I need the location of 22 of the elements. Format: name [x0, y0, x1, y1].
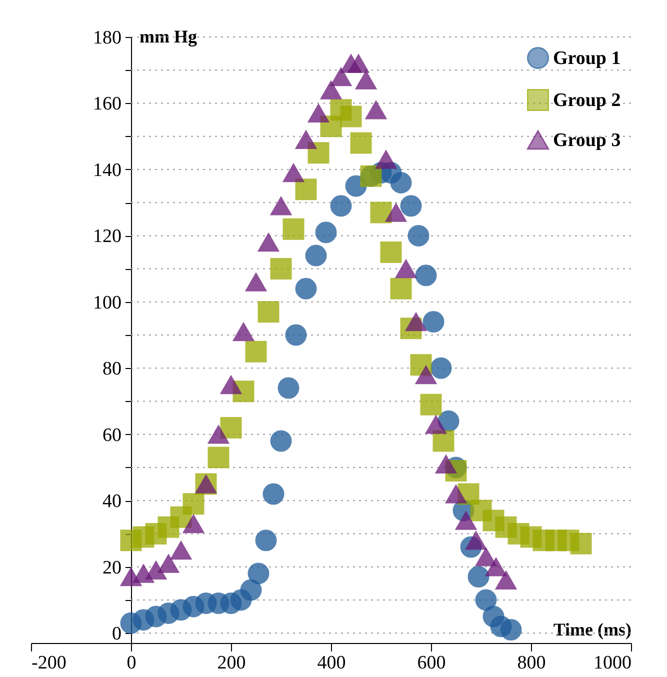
- y-tick-label: 120: [93, 226, 122, 248]
- legend-label: Group 1: [553, 48, 621, 69]
- x-tick-label: -200: [32, 652, 66, 674]
- x-tick-label: 600: [417, 652, 446, 674]
- y-tick-label: 140: [93, 160, 122, 181]
- x-tick-label: 1000: [594, 652, 632, 674]
- y-tick-label: 20: [102, 557, 122, 578]
- y-tick-label: 160: [93, 94, 122, 115]
- y-tick-label: 100: [93, 292, 122, 314]
- x-tick-label: 0: [126, 652, 136, 674]
- y-tick-label: 80: [102, 358, 122, 380]
- x-axis-title: Time (ms): [553, 620, 632, 640]
- x-tick-label: 400: [317, 652, 346, 674]
- legend-label: Group 3: [553, 130, 621, 151]
- y-tick-label: 180: [93, 28, 122, 48]
- y-tick-label: 0: [112, 624, 122, 645]
- x-tick-label: 800: [517, 652, 546, 674]
- y-axis-title: mm Hg: [140, 26, 197, 46]
- x-tick-label: 200: [217, 652, 246, 674]
- y-tick-label: 40: [102, 491, 122, 512]
- legend-label: Group 2: [553, 90, 621, 111]
- y-tick-label: 60: [102, 424, 122, 446]
